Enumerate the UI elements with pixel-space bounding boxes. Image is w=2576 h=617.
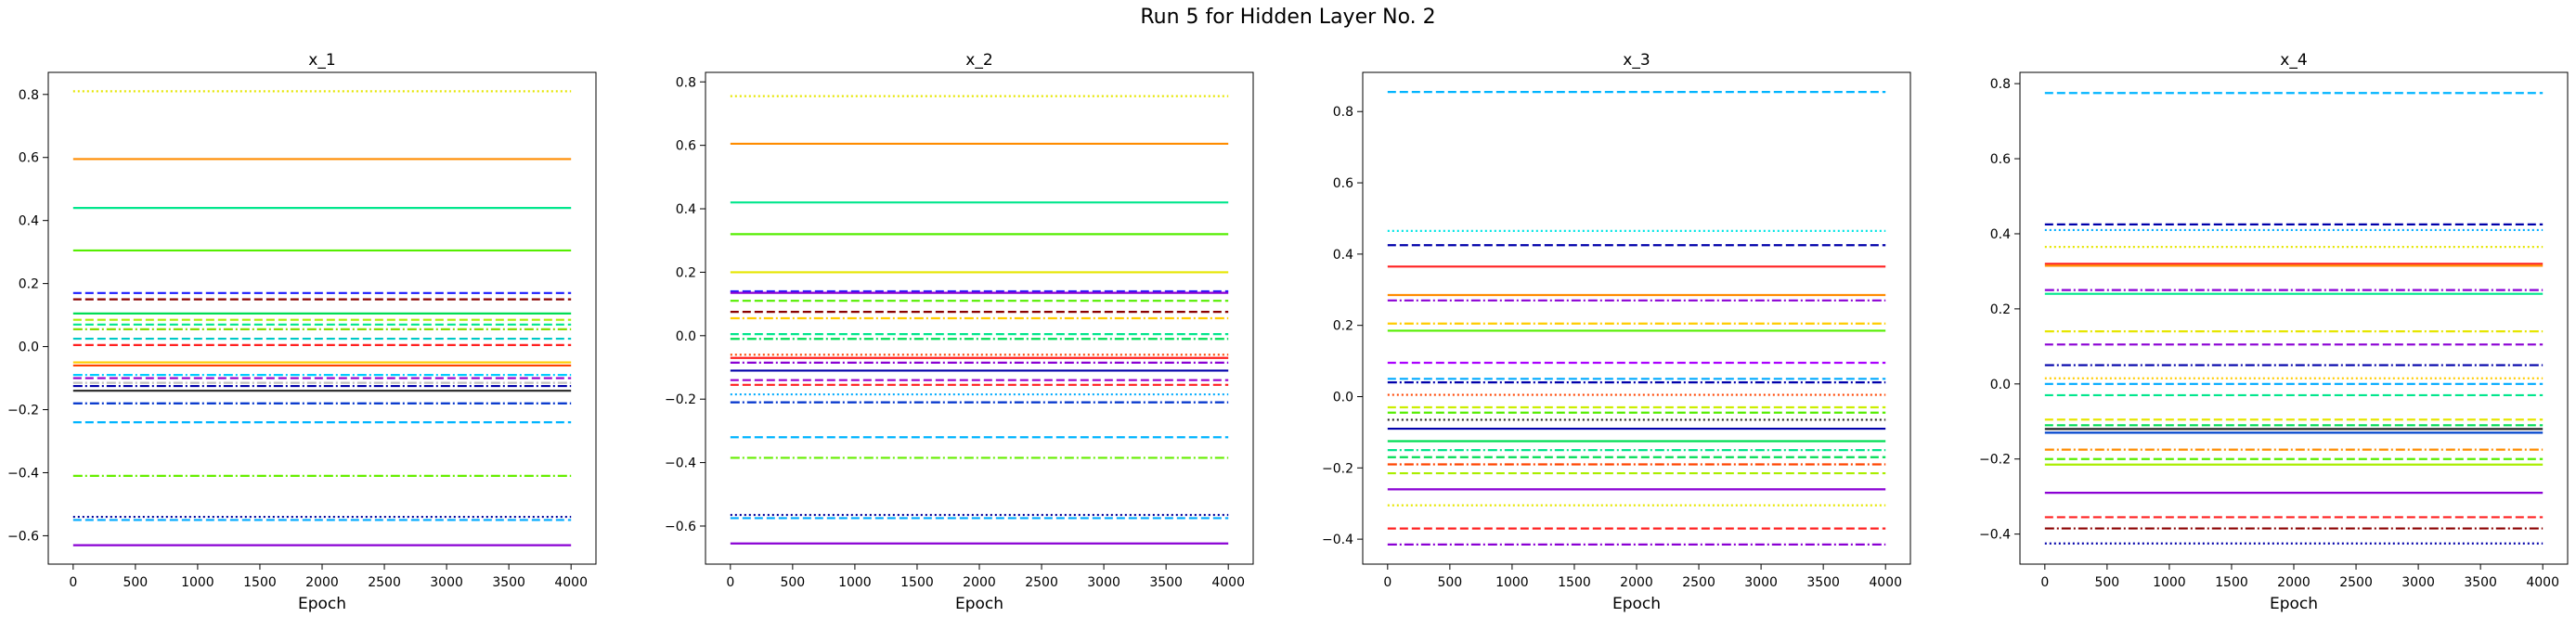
x-tick-label: 3000 (1087, 575, 1120, 590)
x-tick-label: 1500 (900, 575, 934, 590)
y-tick-label: 0.4 (19, 214, 39, 229)
y-tick-label: 0.8 (19, 88, 39, 103)
x-tick-label: 4000 (2526, 575, 2559, 590)
y-tick-label: −0.4 (665, 456, 696, 471)
subplot-title: x_4 (2280, 51, 2307, 70)
x-tick-label: 0 (726, 575, 734, 590)
y-tick-label: 0.8 (676, 75, 696, 90)
y-tick-label: −0.4 (1979, 528, 2011, 543)
y-tick-label: 0.2 (1333, 319, 1353, 334)
x-tick-label: 1500 (2215, 575, 2248, 590)
x-tick-label: 4000 (554, 575, 588, 590)
y-tick-label: 0.4 (1990, 227, 2011, 242)
x-tick-label: 2500 (368, 575, 401, 590)
x-tick-label: 1000 (181, 575, 214, 590)
y-tick-label: 0.6 (676, 139, 696, 154)
x-axis-label: Epoch (298, 595, 346, 613)
y-tick-label: −0.2 (1322, 461, 1353, 476)
y-tick-label: 0.0 (1990, 378, 2011, 392)
x-tick-label: 1000 (838, 575, 872, 590)
x-tick-label: 1000 (1495, 575, 1529, 590)
x-tick-label: 3500 (2464, 575, 2497, 590)
x-tick-label: 3000 (1744, 575, 1778, 590)
x-tick-label: 1500 (1558, 575, 1591, 590)
subplot-title: x_3 (1623, 51, 1650, 70)
y-tick-label: 0.0 (19, 341, 39, 355)
x-tick-label: 500 (780, 575, 805, 590)
y-tick-label: −0.2 (1979, 453, 2011, 468)
subplot-3: 0 500 1000 1500 2000 2500 3000 3500 4000 −0.4 −0.2… (1322, 51, 1911, 613)
x-tick-label: 0 (1383, 575, 1392, 590)
x-tick-label: 2500 (2339, 575, 2373, 590)
x-tick-label: 500 (1437, 575, 1462, 590)
y-tick-label: 0.4 (1333, 248, 1353, 263)
x-tick-label: 3500 (1149, 575, 1183, 590)
x-tick-label: 2000 (963, 575, 996, 590)
y-tick-label: −0.2 (665, 392, 696, 407)
y-tick-label: −0.6 (665, 520, 696, 534)
y-tick-label: 0.2 (1990, 302, 2011, 317)
plot-frame (2019, 71, 2569, 565)
x-tick-label: 2000 (2277, 575, 2311, 590)
y-tick-label: −0.4 (1322, 533, 1353, 547)
y-tick-label: 0.2 (676, 265, 696, 280)
x-tick-label: 2000 (305, 575, 339, 590)
subplot-2: 0 500 1000 1500 2000 2500 3000 3500 4000 −0.6 −0.4… (665, 51, 1254, 613)
y-tick-label: 0.6 (1333, 176, 1353, 191)
subplot-title: x_1 (308, 51, 335, 70)
x-tick-label: 2500 (1025, 575, 1058, 590)
y-tick-label: 0.4 (676, 202, 696, 217)
subplot-title: x_2 (965, 51, 992, 70)
y-tick-label: −0.6 (7, 529, 39, 544)
x-tick-label: 500 (2094, 575, 2119, 590)
x-tick-label: 2500 (1682, 575, 1715, 590)
y-tick-label: 0.8 (1333, 105, 1353, 120)
x-tick-label: 1500 (243, 575, 277, 590)
x-tick-label: 0 (69, 575, 77, 590)
figure-title: Run 5 for Hidden Layer No. 2 (1140, 6, 1436, 29)
y-tick-label: 0.0 (676, 329, 696, 344)
y-tick-label: −0.2 (7, 404, 39, 418)
x-tick-label: 3500 (1806, 575, 1840, 590)
x-axis-label: Epoch (2270, 595, 2318, 613)
x-tick-label: 3000 (2401, 575, 2435, 590)
subplot-4: 0 500 1000 1500 2000 2500 3000 3500 4000 −0.4 −0.2… (1979, 51, 2569, 613)
x-tick-label: 500 (123, 575, 148, 590)
y-tick-label: 0.6 (1990, 152, 2011, 167)
subplot-1: 0 500 1000 1500 2000 2500 3000 3500 4000 −0.6 −0.4… (7, 51, 597, 613)
y-tick-label: 0.8 (1990, 77, 2011, 92)
x-tick-label: 0 (2040, 575, 2049, 590)
x-tick-label: 3000 (430, 575, 463, 590)
y-tick-label: 0.6 (19, 151, 39, 166)
y-tick-label: 0.0 (1333, 390, 1353, 405)
plot-frame (47, 71, 597, 565)
plot-frame (1362, 71, 1911, 565)
x-axis-label: Epoch (1612, 595, 1661, 613)
x-tick-label: 1000 (2153, 575, 2186, 590)
x-tick-label: 3500 (492, 575, 525, 590)
x-tick-label: 4000 (1869, 575, 1902, 590)
y-tick-label: −0.4 (7, 466, 39, 481)
x-tick-label: 2000 (1620, 575, 1653, 590)
y-tick-label: 0.2 (19, 277, 39, 292)
x-tick-label: 4000 (1211, 575, 1245, 590)
x-axis-label: Epoch (955, 595, 1003, 613)
